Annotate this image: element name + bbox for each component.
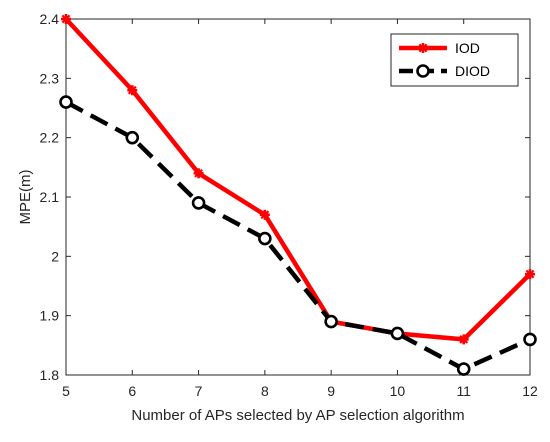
data-point-1-1 xyxy=(125,130,140,145)
data-point-1-0 xyxy=(59,95,73,109)
data-point-1-3 xyxy=(258,231,272,246)
x-tick-label: 9 xyxy=(327,383,335,399)
y-tick-label: 2.4 xyxy=(40,11,60,27)
x-tick-label: 5 xyxy=(62,383,70,399)
data-point-0-0 xyxy=(61,14,71,24)
x-tick-label: 12 xyxy=(522,383,538,399)
data-point-0-7 xyxy=(525,269,535,280)
data-point-0-6 xyxy=(458,334,469,345)
series-line-iod xyxy=(64,17,532,342)
series-diod xyxy=(59,95,537,376)
data-point-1-2 xyxy=(191,196,206,210)
y-tick-label: 2.2 xyxy=(40,130,60,146)
x-tick-label: 10 xyxy=(390,383,406,399)
data-point-legend-1-0 xyxy=(416,64,430,78)
x-tick-label: 6 xyxy=(128,383,136,399)
y-axis-ticks: 1.8 1.9 2 2.1 2.2 2.3 2.4 xyxy=(40,11,530,383)
series-layer xyxy=(59,14,537,376)
data-point-1-4 xyxy=(324,314,338,329)
y-axis-label: MPE(m) xyxy=(17,170,34,225)
data-point-1-5 xyxy=(390,326,405,341)
y-tick-label: 2.3 xyxy=(40,70,60,86)
y-tick-label: 1.9 xyxy=(40,308,60,324)
data-point-0-1 xyxy=(127,85,138,96)
data-point-legend-0-0 xyxy=(418,43,428,53)
data-point-0-2 xyxy=(193,168,204,179)
y-tick-label: 2.1 xyxy=(40,189,60,205)
x-tick-label: 11 xyxy=(456,383,471,399)
data-point-1-7 xyxy=(523,332,537,347)
legend-label-diod: DIOD xyxy=(455,63,490,79)
x-tick-label: 8 xyxy=(261,383,269,399)
legend-box xyxy=(390,33,519,87)
series-line-diod xyxy=(64,100,531,372)
data-point-1-6 xyxy=(456,362,471,376)
data-point-0-3 xyxy=(259,209,270,220)
legend: IOD DIOD xyxy=(390,33,519,87)
x-tick-label: 7 xyxy=(195,383,203,399)
y-tick-label: 2 xyxy=(51,248,59,264)
y-tick-label: 1.8 xyxy=(40,367,60,383)
legend-label-iod: IOD xyxy=(455,40,480,56)
x-axis-label: Number of APs selected by AP selection a… xyxy=(131,407,464,424)
